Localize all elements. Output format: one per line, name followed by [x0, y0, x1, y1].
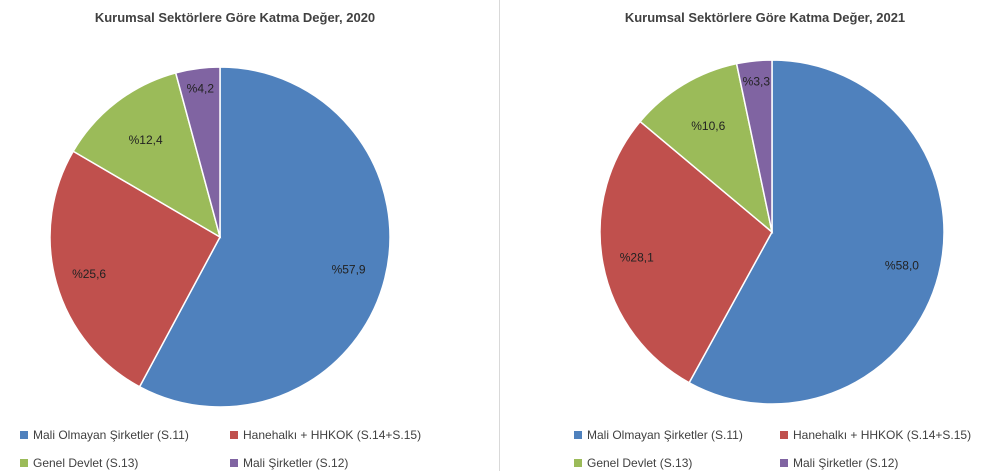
chart-title-2021: Kurumsal Sektörlere Göre Katma Değer, 20…	[624, 10, 906, 25]
legend-swatch	[230, 430, 238, 439]
legend-swatch	[230, 458, 238, 467]
slice-hanehalki	[599, 120, 773, 384]
data-label: %3,3	[743, 74, 771, 88]
legend-item-mali-olmayan: Mali Olmayan Şirketler (S.11)	[20, 428, 189, 442]
legend-label: Hanehalkı + HHKOK (S.14+S.15)	[793, 428, 972, 442]
slice-mali-sirketler	[174, 66, 221, 238]
pie-chart-2020: %57,9 %25,6 %12,4 %4,2	[49, 66, 391, 408]
legend-label: Mali Şirketler (S.12)	[243, 456, 349, 470]
legend-swatch	[780, 458, 788, 467]
chart-panel-2021: Kurumsal Sektörlere Göre Katma Değer, 20…	[530, 0, 1000, 471]
legend-label: Genel Devlet (S.13)	[33, 456, 139, 470]
legend-swatch	[574, 458, 582, 467]
legend-label: Hanehalkı + HHKOK (S.14+S.15)	[243, 428, 422, 442]
slice-mali-olmayan	[138, 66, 391, 408]
legend-label: Mali Şirketler (S.12)	[793, 456, 899, 470]
legend-item-mali-sirketler: Mali Şirketler (S.12)	[780, 456, 898, 470]
chart-panel-2020: Kurumsal Sektörlere Göre Katma Değer, 20…	[0, 0, 470, 471]
data-label: %28,1	[620, 250, 654, 264]
data-label: %57,9	[332, 262, 366, 276]
slice-genel-devlet	[639, 62, 774, 234]
legend-label: Mali Olmayan Şirketler (S.11)	[587, 428, 743, 442]
chart-title-2020: Kurumsal Sektörlere Göre Katma Değer, 20…	[94, 10, 376, 25]
legend-swatch	[20, 458, 28, 467]
legend-item-genel-devlet: Genel Devlet (S.13)	[574, 456, 692, 470]
slice-mali-olmayan	[688, 59, 945, 405]
legend-item-hanehalki: Hanehalkı + HHKOK (S.14+S.15)	[230, 428, 421, 442]
legend-swatch	[574, 430, 582, 439]
slice-genel-devlet	[72, 71, 222, 239]
slice-mali-sirketler	[735, 59, 773, 233]
data-label: %25,6	[72, 267, 106, 281]
data-label: %10,6	[691, 119, 725, 133]
pie-chart-2021: %58,0 %28,1 %10,6 %3,3	[599, 59, 945, 405]
legend-item-mali-olmayan: Mali Olmayan Şirketler (S.11)	[574, 428, 743, 442]
legend-item-hanehalki: Hanehalkı + HHKOK (S.14+S.15)	[780, 428, 971, 442]
data-label: %58,0	[885, 258, 919, 272]
legend-item-mali-sirketler: Mali Şirketler (S.12)	[230, 456, 348, 470]
slice-hanehalki	[49, 150, 222, 388]
legend-label: Genel Devlet (S.13)	[587, 456, 693, 470]
data-label: %4,2	[187, 82, 215, 96]
legend-label: Mali Olmayan Şirketler (S.11)	[33, 428, 189, 442]
panel-divider	[499, 0, 500, 471]
legend-swatch	[780, 430, 788, 439]
data-label: %12,4	[129, 133, 163, 147]
legend-swatch	[20, 430, 28, 439]
legend-item-genel-devlet: Genel Devlet (S.13)	[20, 456, 138, 470]
